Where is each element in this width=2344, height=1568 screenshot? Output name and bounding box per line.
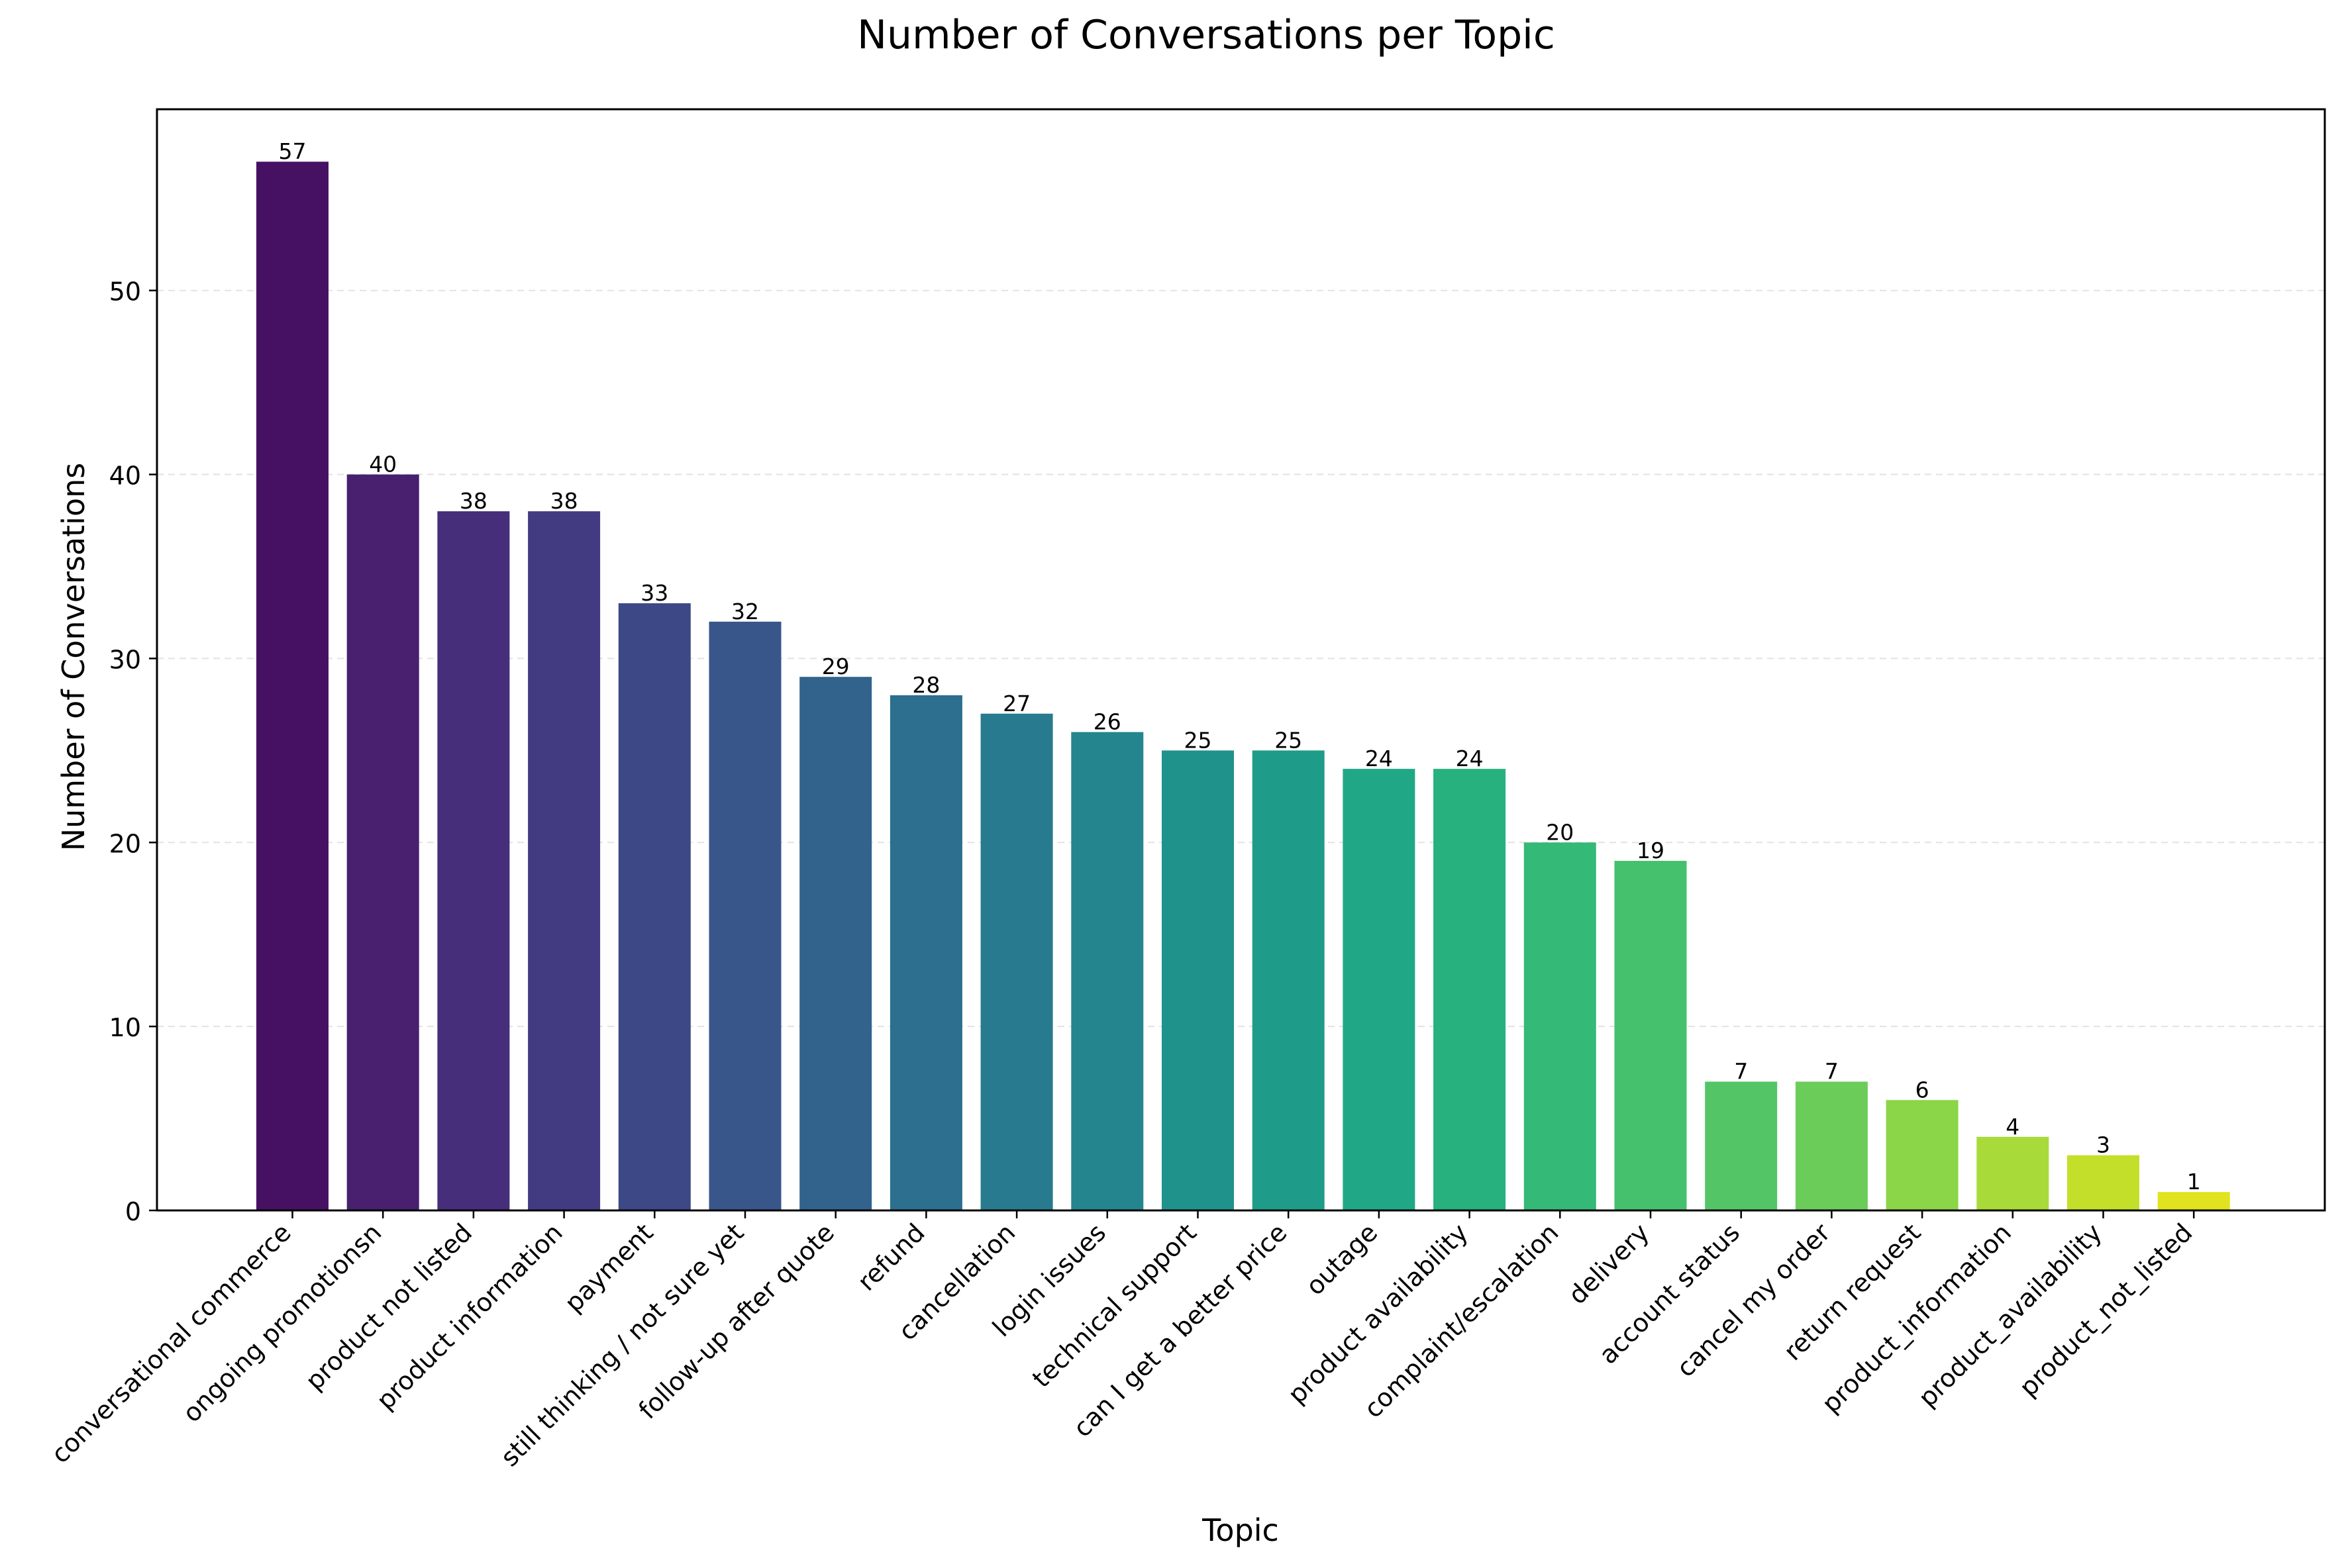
bar-value-label: 32	[731, 599, 759, 624]
bar	[1343, 769, 1415, 1210]
bar-value-label: 6	[1915, 1077, 1929, 1102]
gridlines	[157, 289, 2325, 1028]
bar-value-label: 29	[822, 654, 850, 679]
bar	[528, 511, 601, 1211]
bar-value-label: 25	[1274, 727, 1302, 753]
bars	[256, 162, 2230, 1211]
bar	[1433, 769, 1506, 1210]
bar	[2157, 1192, 2230, 1210]
bar	[1795, 1081, 1868, 1210]
bar-value-label: 57	[279, 138, 307, 164]
y-axis-ticks: 0 10 20 30 40 50	[109, 277, 157, 1226]
y-axis-label: Number of Conversations	[56, 463, 91, 851]
y-tick-label: 0	[125, 1197, 141, 1226]
bar-value-label: 3	[2096, 1132, 2110, 1158]
bar	[346, 474, 419, 1211]
y-tick-label: 50	[109, 277, 141, 307]
bar	[256, 162, 329, 1211]
bar	[1071, 732, 1144, 1210]
bar-value-label: 25	[1184, 727, 1212, 753]
bar-value-label: 24	[1365, 746, 1393, 771]
bar-value-label: 1	[2187, 1169, 2201, 1195]
bar	[1523, 842, 1596, 1210]
bar-value-label: 24	[1456, 746, 1484, 771]
bar	[618, 603, 691, 1210]
y-tick-label: 30	[109, 645, 141, 674]
bar-value-label: 20	[1546, 819, 1574, 845]
chart-title: Number of Conversations per Topic	[857, 12, 1555, 58]
bar	[2067, 1155, 2139, 1210]
y-tick-label: 40	[109, 462, 141, 491]
bar-value-label: 33	[640, 580, 668, 606]
x-axis-label: Topic	[1201, 1512, 1279, 1548]
bar	[437, 511, 510, 1211]
bar	[1162, 750, 1234, 1210]
bar	[799, 677, 872, 1210]
bar-value-label: 4	[2006, 1114, 2019, 1140]
bar	[980, 713, 1053, 1210]
bar-value-label: 7	[1825, 1058, 1839, 1084]
bar	[1976, 1136, 2049, 1210]
bar-value-label: 38	[460, 488, 487, 514]
bar	[1705, 1081, 1778, 1210]
y-tick-label: 10	[109, 1013, 141, 1042]
bar	[1252, 750, 1325, 1210]
bar-value-label: 26	[1094, 709, 1121, 735]
bar	[709, 621, 782, 1210]
y-tick-label: 20	[109, 829, 141, 858]
bar	[1886, 1100, 1959, 1210]
bar	[890, 695, 962, 1210]
bar-value-label: 7	[1734, 1058, 1748, 1084]
plot-area-frame	[156, 108, 2326, 1212]
bar-value-label: 27	[1003, 691, 1031, 716]
bar-value-label: 28	[912, 672, 940, 698]
bar-value-label: 19	[1637, 838, 1664, 863]
bar-value-label: 40	[369, 452, 397, 477]
bar	[1614, 861, 1687, 1210]
value-labels: 57 40 38 38 33 32 29 28 27 26 25 25 24 24 20 19 7 7 6 4 3 1	[279, 138, 2201, 1195]
bar-value-label: 38	[550, 488, 578, 514]
